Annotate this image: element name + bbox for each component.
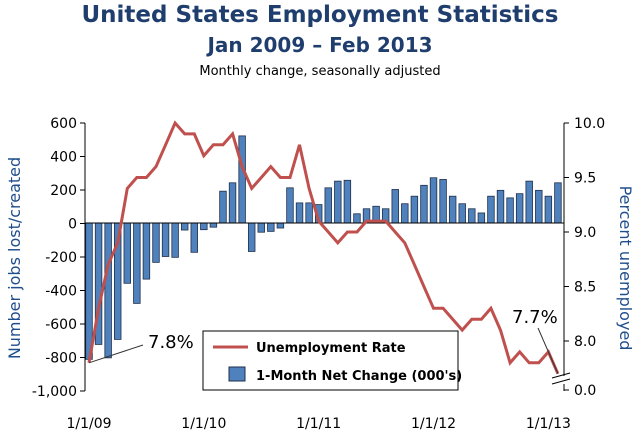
y-tick-label: 200	[50, 183, 77, 199]
bar	[219, 190, 227, 224]
y2-tick-label: 8.0	[574, 334, 596, 350]
unemployment-rate-line	[87, 120, 560, 375]
bar	[228, 182, 237, 224]
y-tick-label: 400	[50, 150, 77, 166]
bar	[324, 187, 332, 224]
annotation-end: 7.7%	[512, 307, 558, 328]
bar	[420, 184, 428, 224]
bar	[295, 202, 304, 224]
bar	[305, 202, 313, 224]
legend-bar-swatch	[228, 366, 246, 382]
bar	[515, 193, 524, 224]
y2-tick-label: 9.5	[574, 171, 596, 187]
x-tick-label: 1/1/11	[296, 416, 341, 432]
bar	[353, 213, 361, 224]
bar	[506, 197, 514, 224]
bar	[535, 189, 543, 224]
legend-label-change: 1-Month Net Change (000's)	[256, 369, 462, 384]
bar	[391, 189, 399, 224]
bar	[238, 135, 246, 224]
y-tick-label: -800	[45, 351, 77, 367]
y2-axis-label: Percent unemployed	[616, 186, 635, 351]
bar	[257, 222, 265, 233]
bar	[209, 222, 218, 228]
y-tick-label: -1,000	[32, 384, 77, 400]
bar	[343, 179, 352, 224]
y2-tick-label: 8.5	[574, 280, 596, 296]
annotation-start: 7.8%	[148, 332, 194, 353]
legend-label-rate: Unemployment Rate	[256, 341, 406, 356]
x-tick-label: 1/1/09	[66, 416, 111, 432]
bar	[123, 222, 131, 284]
bar	[276, 222, 285, 229]
axis-break-mark	[551, 378, 571, 385]
x-tick-label: 1/1/13	[526, 416, 571, 432]
x-tick-label: 1/1/10	[181, 416, 226, 432]
bar	[401, 203, 409, 224]
bar	[180, 222, 189, 231]
bar	[104, 222, 112, 359]
bar	[171, 222, 179, 258]
bar	[544, 195, 553, 224]
x-tick-label: 1/1/12	[411, 416, 456, 432]
y-tick-label: -200	[45, 250, 77, 266]
bar	[200, 222, 208, 231]
bar	[410, 195, 419, 224]
bar	[554, 182, 562, 224]
y2-tick-label: 10.0	[574, 116, 605, 132]
bar	[496, 189, 505, 224]
bar	[334, 180, 342, 224]
y2-tick-label: 0.0	[574, 383, 596, 399]
y-tick-label: 0	[68, 217, 77, 233]
y-tick-label: -400	[45, 284, 77, 300]
bar	[161, 222, 170, 257]
bar	[190, 222, 198, 253]
bar	[487, 195, 495, 224]
y-axis-label: Number jobs lost/created	[5, 157, 24, 359]
y-tick-label: -600	[45, 317, 77, 333]
y-tick-label: 600	[50, 116, 77, 132]
chart-subtitle: Jan 2009 – Feb 2013	[207, 33, 433, 57]
annotation-leader	[537, 327, 559, 374]
bar	[477, 212, 486, 224]
bar	[133, 222, 141, 304]
chart-title: United States Employment Statistics	[81, 2, 559, 28]
bar	[448, 195, 457, 224]
bar	[458, 203, 466, 224]
bar	[267, 222, 275, 232]
y2-tick-label: 9.0	[574, 225, 596, 241]
bar	[468, 208, 476, 224]
bar	[142, 222, 151, 280]
bar	[429, 177, 438, 224]
bar	[286, 187, 294, 224]
axis-break-mark	[551, 372, 571, 379]
bar	[152, 222, 160, 263]
bar	[525, 180, 533, 224]
bar	[85, 222, 93, 360]
chart-subtitle-2: Monthly change, seasonally adjusted	[199, 64, 441, 79]
bar	[439, 179, 447, 224]
bar	[247, 222, 256, 252]
annotation-leader	[88, 344, 144, 364]
